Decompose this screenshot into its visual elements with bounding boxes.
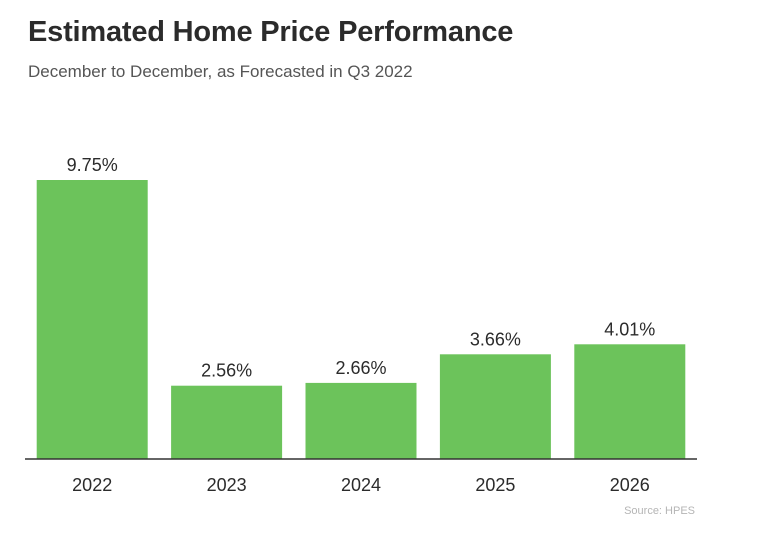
bars-layer [36, 180, 686, 459]
source-note: Source: HPES [624, 505, 695, 517]
bar-2025 [439, 354, 551, 459]
bar-2023 [171, 385, 283, 459]
bar-2022 [36, 180, 148, 459]
chart-title: Estimated Home Price Performance [28, 16, 514, 48]
bar-value-label: 2.66% [335, 358, 386, 378]
bar-value-label: 3.66% [470, 329, 521, 349]
bar-2026 [574, 344, 686, 459]
bar-value-label: 9.75% [67, 155, 118, 175]
chart-subtitle: December to December, as Forecasted in Q… [28, 62, 413, 81]
x-tick-label: 2024 [341, 475, 381, 495]
bar-value-label: 2.56% [201, 361, 252, 381]
x-tick-label: 2022 [72, 475, 112, 495]
bar-value-label: 4.01% [604, 319, 655, 339]
x-tick-label: 2025 [475, 475, 515, 495]
labels-layer: 9.75% 2022 2.56% 2023 2.66% 2024 3.66% 2025 4.01… [67, 155, 656, 495]
x-tick-label: 2023 [207, 475, 247, 495]
x-tick-label: 2026 [610, 475, 650, 495]
bar-2024 [305, 382, 417, 459]
